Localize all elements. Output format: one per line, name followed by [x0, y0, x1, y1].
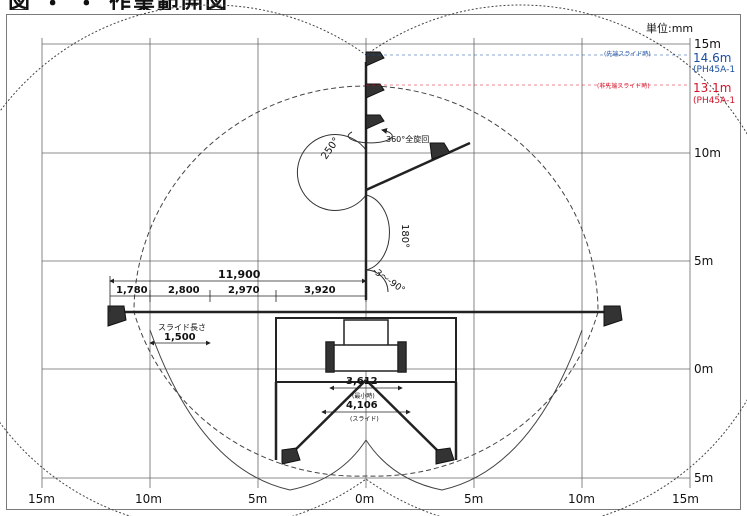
range-envelopes — [0, 4, 747, 516]
boom-lower-left — [289, 379, 367, 456]
platform-left — [107, 305, 127, 327]
dim-total: 11,900 — [218, 268, 261, 281]
height-value-red: 13.1m — [693, 81, 731, 95]
x-label-10-right: 10m — [568, 492, 595, 506]
slide-label: スライド長さ — [158, 323, 206, 332]
platform-top — [365, 51, 385, 67]
narrow-dim-sub: (最小時) — [352, 392, 375, 400]
swing-arc-low — [365, 269, 389, 293]
chassis — [325, 319, 407, 373]
outer-range-line — [0, 4, 747, 516]
dim-seg-3: 2,970 — [228, 285, 260, 296]
x-label-5-right: 5m — [464, 492, 483, 506]
x-label-5-left: 5m — [248, 492, 267, 506]
boom-structure — [110, 62, 610, 460]
dim-seg-1: 1,780 — [116, 285, 148, 296]
y-label-0: 0m — [694, 362, 713, 376]
wide-dim-sub: (スライド) — [350, 416, 379, 423]
platform-upper — [365, 114, 385, 130]
narrow-dim-value: 3,612 — [346, 376, 378, 387]
wheel-left — [325, 341, 335, 373]
platform-bottom-left — [281, 447, 301, 465]
y-label-15: 15m — [694, 37, 721, 51]
x-label-10-left: 10m — [135, 492, 162, 506]
platform-mid — [365, 83, 385, 99]
page-title: 図 ・ ・ 作業範囲図 — [8, 0, 229, 10]
rotation-ellipse — [347, 128, 393, 144]
dim-seg-2: 2,800 — [168, 285, 200, 296]
height-note-blue: (先端スライド時) — [604, 50, 651, 58]
swing-arc-250 — [296, 134, 367, 211]
platform-bottom-right — [435, 447, 455, 465]
dimension-lines — [109, 276, 411, 415]
height-value-blue: 14.6m — [693, 51, 731, 65]
lower-arc-left — [149, 329, 367, 491]
platforms — [107, 51, 623, 465]
outrigger-frame — [275, 317, 457, 383]
platform-diag — [429, 142, 451, 160]
diagram-frame — [6, 14, 741, 510]
x-label-0: 0m — [355, 492, 374, 506]
slide-value: 1,500 — [164, 332, 196, 343]
y-label-10: 10m — [694, 146, 721, 160]
height-model-blue: (PH45A-1 — [693, 65, 735, 75]
y-label-neg5: 5m — [694, 471, 713, 485]
inner-range-line — [133, 85, 599, 477]
boom-diagonal — [365, 141, 471, 192]
angle-250-label: 250° — [319, 136, 342, 162]
y-label-5: 5m — [694, 254, 713, 268]
wide-dim-value: 4,106 — [346, 400, 378, 411]
unit-label: 単位:mm — [646, 21, 693, 35]
vehicle-body — [329, 344, 403, 372]
dim-seg-4: 3,920 — [304, 285, 336, 296]
height-model-red: (PH45A-1 — [693, 96, 735, 106]
rotation-label: 360°全旋回 — [386, 134, 429, 144]
wheel-right — [397, 341, 407, 373]
title-strip: 図 ・ ・ 作業範囲図 — [0, 0, 747, 10]
x-label-15-left: 15m — [28, 492, 55, 506]
x-label-15-right: 15m — [672, 492, 699, 506]
boom-lower-right — [365, 379, 443, 456]
platform-right — [603, 305, 623, 327]
height-note-red: (非先端スライド時) — [597, 82, 650, 90]
lower-arc-right — [365, 329, 583, 491]
angle-180-label: 180° — [399, 224, 410, 248]
swing-arc-180 — [365, 194, 390, 271]
